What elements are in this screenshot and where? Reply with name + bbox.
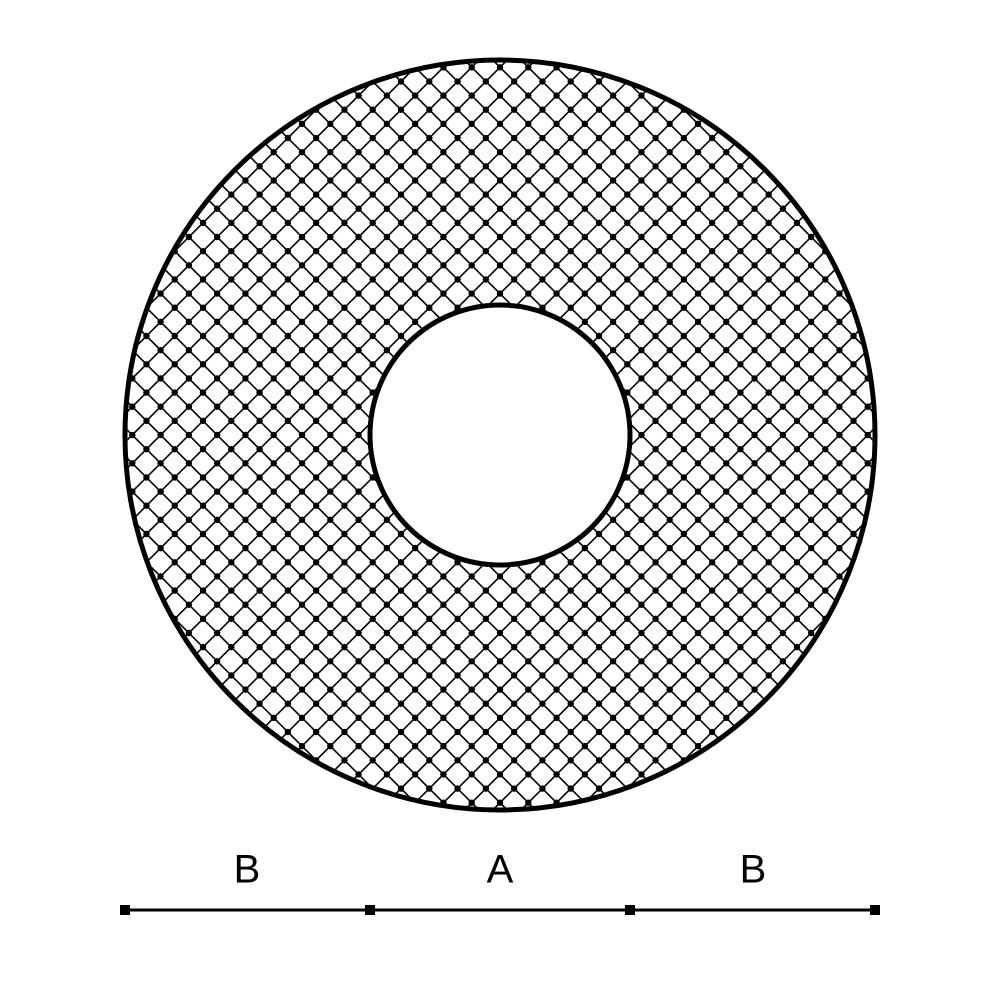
dimension-label-b-right: B xyxy=(740,848,767,893)
dimension-label-a: A xyxy=(487,848,514,893)
diagram-container: B A B xyxy=(0,0,1000,1000)
dimension-label-b-left: B xyxy=(234,848,261,893)
